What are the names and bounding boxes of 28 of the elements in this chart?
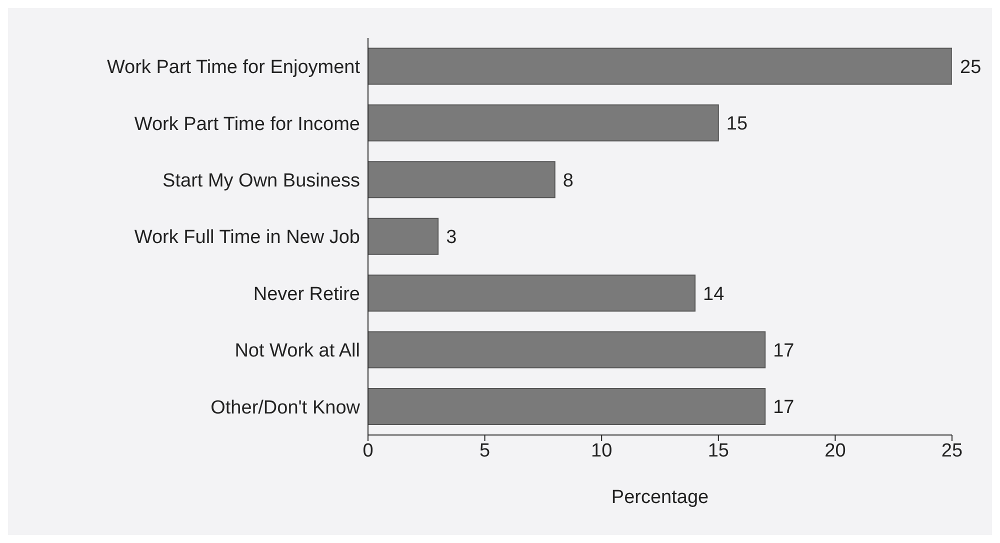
bar (368, 388, 766, 425)
bar (368, 161, 556, 198)
x-tick-label: 10 (591, 440, 612, 462)
y-tick-label: Work Part Time for Income (134, 114, 360, 135)
bar (368, 218, 439, 255)
y-tick-label: Never Retire (253, 284, 360, 305)
y-tick-label: Other/Don't Know (210, 397, 360, 418)
bar (368, 274, 696, 312)
y-tick-label: Work Full Time in New Job (134, 227, 360, 248)
bar (368, 104, 719, 142)
x-tick-label: 15 (708, 440, 729, 462)
x-tick-label: 5 (480, 440, 490, 462)
bar (368, 331, 766, 368)
data-label: 25 (960, 56, 982, 78)
y-tick-label: Not Work at All (234, 340, 360, 362)
x-tick-label: 20 (824, 440, 846, 462)
y-tick-label: Start My Own Business (162, 170, 360, 192)
data-label: 15 (726, 114, 748, 135)
data-label: 17 (773, 397, 794, 418)
data-label: 14 (703, 284, 725, 305)
y-tick-label: Work Part Time for Enjoyment (106, 57, 361, 78)
x-tick-label: 25 (941, 440, 963, 462)
x-tick-label: 0 (362, 440, 374, 462)
data-label: 8 (562, 170, 574, 192)
data-label: 3 (446, 227, 457, 248)
bar (368, 48, 952, 85)
x-axis-title: Percentage (611, 487, 709, 508)
data-label: 17 (773, 340, 794, 362)
